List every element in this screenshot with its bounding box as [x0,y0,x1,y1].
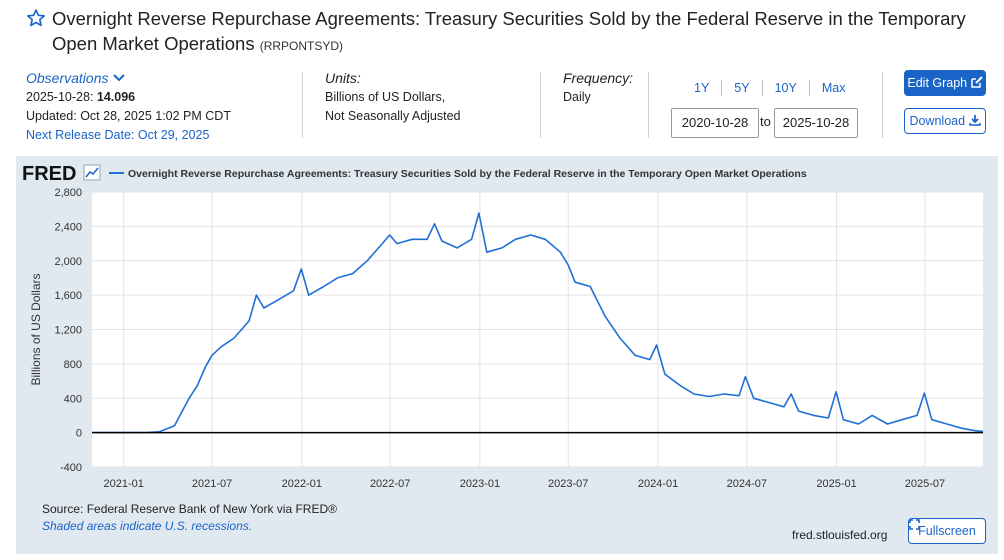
fullscreen-icon [909,519,920,530]
range-max-link[interactable]: Max [821,81,846,95]
range-1y-link[interactable]: 1Y [682,80,723,96]
fred-logo: FRED [22,163,76,185]
next-release-link[interactable]: Next Release Date: Oct 29, 2025 [26,128,210,142]
y-tick-label: 2,000 [54,256,82,268]
y-tick-label: -400 [60,462,82,474]
units-label: Units: [325,70,361,86]
series-line [91,212,984,434]
divider [540,72,541,138]
range-5y-link[interactable]: 5Y [722,80,763,96]
source-text: Source: Federal Reserve Bank of New York… [42,502,337,516]
x-tick-label: 2021-01 [104,478,144,490]
page-title: Overnight Reverse Repurchase Agreements:… [52,6,986,59]
range-links: 1Y 5Y 10Y Max [682,80,857,96]
divider [882,72,883,138]
y-tick-label: 1,600 [54,290,82,302]
y-axis-label: Billions of US Dollars [29,273,43,385]
updated-text: Updated: Oct 28, 2025 1:02 PM CDT [26,109,231,123]
y-tick-label: 400 [64,393,82,405]
y-tick-label: 800 [64,359,82,371]
x-tick-label: 2025-07 [905,478,945,490]
info-bar: Observations 2025-10-28: 14.096 Updated:… [0,68,1004,148]
chevron-down-icon [113,74,126,82]
page-title-text: Overnight Reverse Repurchase Agreements:… [52,8,966,54]
x-tick-label: 2024-07 [727,478,767,490]
units-line-2: Not Seasonally Adjusted [325,109,461,123]
download-icon [968,115,981,126]
fullscreen-label: Fullscreen [918,524,976,538]
units-column: Units: Billions of US Dollars, Not Seaso… [325,68,461,126]
x-tick-label: 2024-01 [638,478,678,490]
y-tick-label: 2,800 [54,187,82,199]
frequency-label: Frequency: [563,70,634,86]
observations-toggle[interactable]: Observations [26,68,231,88]
edit-graph-button[interactable]: Edit Graph [904,70,986,96]
fullscreen-button[interactable]: Fullscreen [908,518,986,544]
divider [302,72,303,138]
end-date-input[interactable]: 2025-10-28 [774,108,858,138]
range-10y-link[interactable]: 10Y [763,80,810,96]
observations-label: Observations [26,70,109,86]
chart-panel: FRED Overnight Reverse Repurchase Agreem… [16,156,998,554]
frequency-value: Daily [563,90,591,104]
x-tick-label: 2023-01 [460,478,500,490]
title-row: Overnight Reverse Repurchase Agreements:… [26,6,986,59]
y-tick-label: 0 [76,428,82,440]
observations-column: Observations 2025-10-28: 14.096 Updated:… [26,68,231,145]
fred-url[interactable]: fred.stlouisfed.org [792,528,888,542]
download-button[interactable]: Download [904,108,986,134]
start-date-input[interactable]: 2020-10-28 [671,108,759,138]
star-icon[interactable] [26,8,48,59]
units-line-1: Billions of US Dollars, [325,90,446,104]
legend-label: Overnight Reverse Repurchase Agreements:… [128,168,807,180]
y-tick-label: 2,400 [54,221,82,233]
x-tick-label: 2022-01 [282,478,322,490]
latest-observation: 2025-10-28: 14.096 [26,88,231,107]
y-tick-label: 1,200 [54,325,82,337]
recession-note: Shaded areas indicate U.S. recessions. [42,519,253,533]
download-label: Download [909,114,966,128]
x-tick-label: 2025-01 [816,478,856,490]
series-id: (RRPONTSYD) [259,39,344,53]
observation-value: 14.096 [96,90,136,104]
edit-graph-label: Edit Graph [907,76,968,90]
x-tick-label: 2021-07 [192,478,232,490]
to-label: to [760,114,771,129]
frequency-column: Frequency: Daily [563,68,633,107]
x-tick-label: 2023-07 [548,478,588,490]
edit-icon [970,76,983,88]
x-tick-label: 2022-07 [370,478,410,490]
fred-chart-icon [83,164,101,181]
line-chart[interactable]: FRED Overnight Reverse Repurchase Agreem… [16,156,998,502]
observation-date: 2025-10-28: [26,90,94,104]
divider [648,72,649,138]
